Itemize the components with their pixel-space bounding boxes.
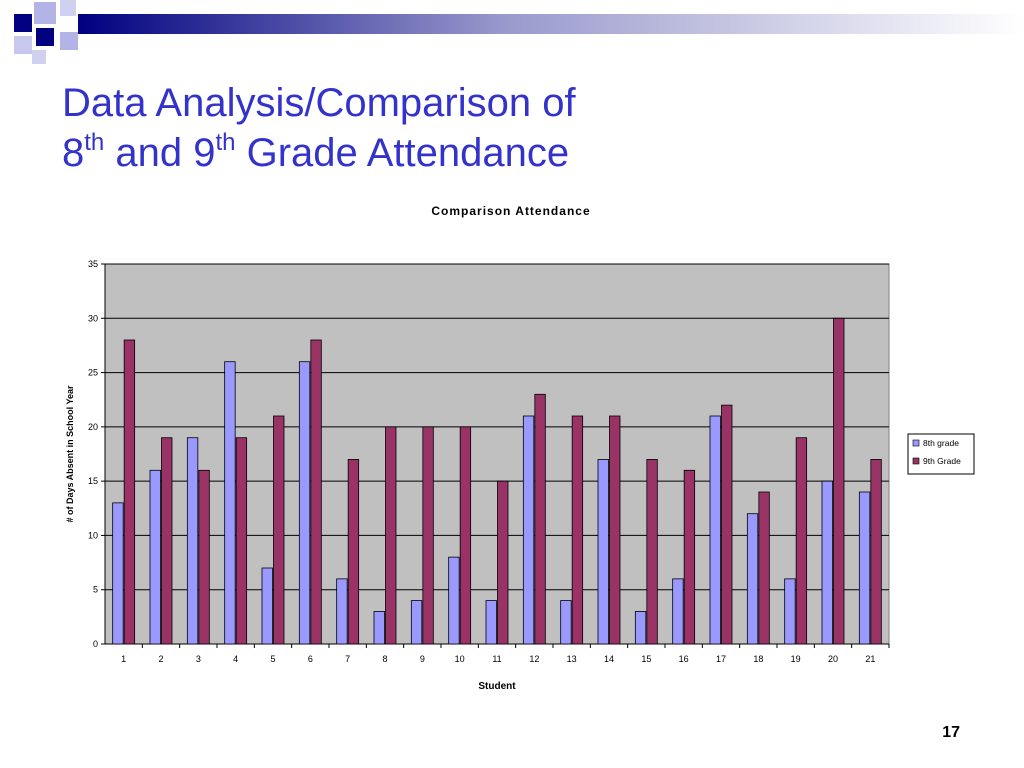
title-superscript-1: th [84,129,105,156]
y-tick-label: 20 [88,422,98,432]
bar-8th-grade-student-15 [634,611,647,645]
bar-8th-grade-student-8 [373,611,385,645]
x-axis-label: Student [478,681,516,692]
bar-9th-grade-student-14 [609,415,621,645]
x-tick-label: 19 [791,654,801,664]
bar-9th-grade-student-7 [347,459,360,645]
bar-9th-grade-student-4 [235,437,248,645]
bar-9th-grade-student-16 [683,469,696,645]
bar-8th-grade-student-3 [186,437,199,645]
bar-9th-grade-student-10 [459,426,472,645]
legend-entry: 8th grade [923,438,959,448]
title-ending: Grade Attendance [235,131,570,175]
x-tick-label: 7 [345,654,350,664]
bar-9th-grade-student-9 [422,426,434,645]
bar-8th-grade-student-10 [448,556,460,645]
x-tick-label: 15 [641,654,651,664]
bar-9th-grade-student-18 [758,491,770,645]
bar-8th-grade-student-7 [336,578,348,645]
title-line-2: 8th and 9th Grade Attendance [62,129,570,176]
bar-8th-grade-student-17 [709,415,721,645]
chart-title: Comparison Attendance [431,204,590,218]
y-tick-label: 0 [93,639,98,649]
bar-8th-grade-student-20 [821,480,833,645]
y-tick-label: 30 [88,313,98,323]
y-tick-label: 35 [88,259,98,269]
header-decoration [14,0,1024,64]
x-tick-label: 18 [753,654,763,664]
bar-9th-grade-student-11 [497,480,509,645]
x-tick-label: 16 [679,654,689,664]
x-tick-label: 1 [121,654,126,664]
x-tick-label: 21 [865,654,875,664]
chart-legend: 8th grade 9th Grade [907,433,975,475]
bar-9th-grade-student-2 [161,437,173,645]
bar-8th-grade-student-16 [672,578,684,645]
bar-8th-grade-student-13 [560,600,572,645]
bar-8th-grade-student-19 [784,578,796,645]
legend-swatch [912,439,920,447]
legend-swatch [912,457,920,465]
x-tick-label: 11 [492,654,501,664]
y-tick-label: 25 [88,368,98,378]
x-tick-label: 14 [604,654,614,664]
x-tick-label: 20 [828,654,838,664]
bar-9th-grade-student-12 [534,393,546,645]
bar-9th-grade-student-19 [795,437,808,645]
bar-8th-grade-student-1 [112,502,124,645]
bar-8th-grade-student-2 [149,469,161,645]
y-tick-label: 10 [88,530,98,540]
legend-entry: 9th Grade [923,456,961,466]
x-tick-label: 6 [308,654,313,664]
x-tick-label: 10 [455,654,465,664]
x-tick-label: 9 [420,654,425,664]
x-tick-label: 12 [529,654,539,664]
bar-8th-grade-student-18 [746,513,759,645]
bar-8th-grade-student-6 [298,361,311,645]
bar-9th-grade-student-6 [310,339,322,645]
y-axis-label: # of Days Absent in School Year [65,385,75,523]
bar-8th-grade-student-14 [597,459,609,645]
title-grade-8: 8 [62,131,85,175]
bar-9th-grade-student-20 [833,317,845,645]
x-tick-label: 13 [567,654,577,664]
bar-9th-grade-student-3 [198,469,210,645]
bar-9th-grade-student-13 [571,415,584,645]
y-tick-label: 15 [88,476,98,486]
title-line-1: Data Analysis/Comparison of [62,81,576,125]
bar-8th-grade-student-5 [261,567,273,645]
bar-8th-grade-student-11 [485,600,497,645]
x-tick-label: 8 [382,654,387,664]
page-number: 17 [942,724,960,741]
x-tick-label: 17 [716,654,726,664]
x-tick-label: 2 [158,654,163,664]
bar-8th-grade-student-4 [224,361,236,645]
bar-8th-grade-student-12 [522,415,535,645]
bar-9th-grade-student-17 [721,404,733,645]
bar-9th-grade-student-8 [385,426,397,645]
bar-8th-grade-student-21 [858,491,871,645]
y-tick-label: 5 [93,585,98,595]
x-tick-label: 5 [270,654,275,664]
bar-9th-grade-student-5 [273,415,285,645]
title-superscript-2: th [215,129,236,156]
slide-title: Data Analysis/Comparison of 8th and 9th … [62,78,576,178]
title-grade-9: and 9 [104,131,216,175]
x-tick-label: 4 [233,654,238,664]
x-tick-label: 3 [196,654,201,664]
bar-9th-grade-student-1 [123,339,136,645]
bar-9th-grade-student-15 [646,459,658,645]
plot-area [104,263,890,645]
bar-9th-grade-student-21 [870,459,882,645]
bar-8th-grade-student-9 [410,600,423,645]
